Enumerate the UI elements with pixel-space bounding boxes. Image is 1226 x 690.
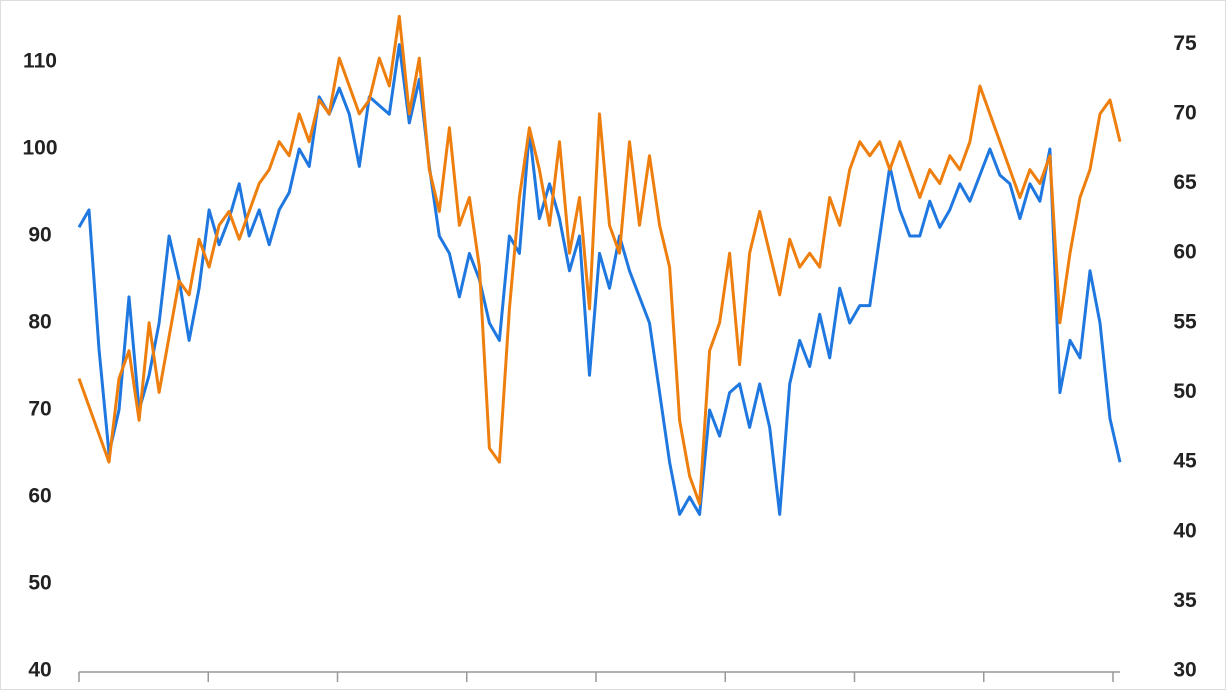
- y2-tick-label: 45: [1173, 450, 1197, 473]
- y2-tick-label: 30: [1173, 659, 1196, 682]
- y2-tick-label: 35: [1173, 589, 1197, 612]
- series-line: [77, 43, 1122, 516]
- y2-tick-label: 40: [1173, 519, 1196, 542]
- y-tick-label: 80: [28, 311, 51, 334]
- series-line: [77, 14, 1122, 506]
- y-tick-label: 40: [28, 659, 51, 682]
- y-tick-label: 100: [22, 137, 57, 160]
- y2-tick-label: 50: [1173, 380, 1196, 403]
- y2-tick-label: 55: [1173, 310, 1197, 333]
- y2-tick-label: 70: [1173, 101, 1196, 124]
- y-tick-label: 50: [28, 572, 51, 595]
- y-tick-label: 60: [28, 485, 51, 508]
- y-tick-label: 110: [23, 50, 57, 73]
- y-tick-label: 90: [28, 224, 51, 247]
- y2-tick-label: 60: [1173, 241, 1196, 264]
- y2-tick-label: 65: [1173, 171, 1197, 194]
- y-tick-label: 70: [28, 398, 51, 421]
- y2-tick-label: 75: [1173, 32, 1197, 55]
